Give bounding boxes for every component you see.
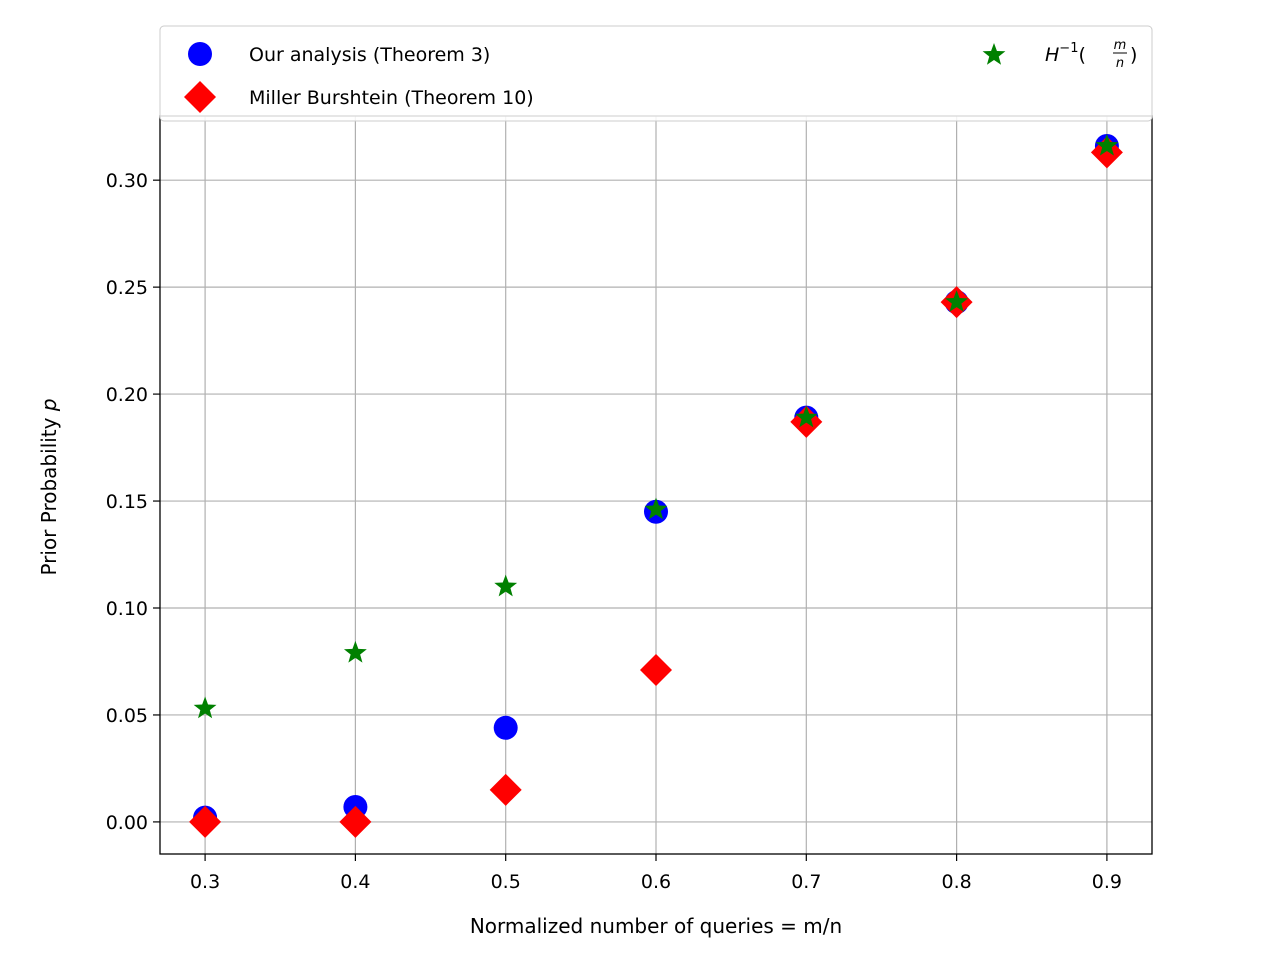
legend-h-frac-den: n — [1116, 56, 1124, 71]
point-h-inverse — [343, 640, 367, 663]
y-tick-label: 0.10 — [106, 598, 148, 620]
y-tick-label: 0.30 — [106, 170, 148, 192]
y-tick-label: 0.00 — [106, 812, 148, 834]
legend-h-sup: −1 — [1059, 41, 1078, 56]
legend-label-h-inverse: H−1( — [1045, 41, 1086, 66]
y-axis-label: Prior Probability p — [37, 398, 61, 575]
y-tick-label: 0.25 — [106, 277, 148, 299]
point-miller-burshtein — [189, 805, 222, 838]
x-tick-label: 0.5 — [491, 871, 521, 893]
legend-h-close: ) — [1130, 44, 1137, 66]
legend-marker-miller-burshtein — [184, 81, 216, 113]
point-h-inverse — [494, 574, 518, 597]
x-tick-label: 0.3 — [190, 871, 220, 893]
x-tick-label: 0.9 — [1092, 871, 1122, 893]
point-miller-burshtein — [339, 805, 372, 838]
point-h-inverse — [644, 497, 668, 520]
x-tick-label: 0.6 — [641, 871, 671, 893]
x-axis-label: Normalized number of queries = m/n — [470, 914, 842, 938]
legend-h-base: H — [1045, 44, 1059, 66]
point-h-inverse — [794, 405, 818, 428]
legend-h-open: ( — [1078, 44, 1085, 66]
x-tick-label: 0.4 — [340, 871, 370, 893]
point-h-inverse — [945, 290, 969, 312]
point-miller-burshtein — [489, 773, 522, 806]
legend-marker-h-inverse — [982, 43, 1006, 65]
legend-label-miller-burshtein: Miller Burshtein (Theorem 10) — [249, 87, 534, 109]
point-h-inverse — [193, 696, 217, 719]
legend-frame — [159, 25, 1153, 122]
point-h-inverse — [1095, 133, 1119, 156]
y-tick-label: 0.20 — [106, 384, 148, 406]
y-axis-label-text: Prior Probability — [37, 411, 61, 575]
legend: Our analysis (Theorem 3) Miller Burshtei… — [159, 25, 1153, 122]
x-tick-label: 0.8 — [941, 871, 971, 893]
data-points — [189, 133, 1123, 838]
x-tick-label: 0.7 — [791, 871, 821, 893]
legend-marker-our-analysis — [188, 42, 212, 66]
legend-h-frac-num: m — [1114, 38, 1127, 53]
point-our-analysis — [493, 715, 518, 740]
y-tick-label: 0.05 — [106, 705, 148, 727]
axes — [153, 115, 1153, 861]
y-axis-label-variable: p — [37, 398, 61, 412]
tick-labels: 0.3 0.4 0.5 0.6 0.7 0.8 0.9 0.00 0.05 0.10 0.15 0.2… — [106, 170, 1122, 893]
y-tick-label: 0.15 — [106, 491, 148, 513]
legend-label-our-analysis: Our analysis (Theorem 3) — [249, 44, 490, 66]
point-miller-burshtein — [640, 654, 672, 687]
grid-lines — [160, 116, 1152, 854]
